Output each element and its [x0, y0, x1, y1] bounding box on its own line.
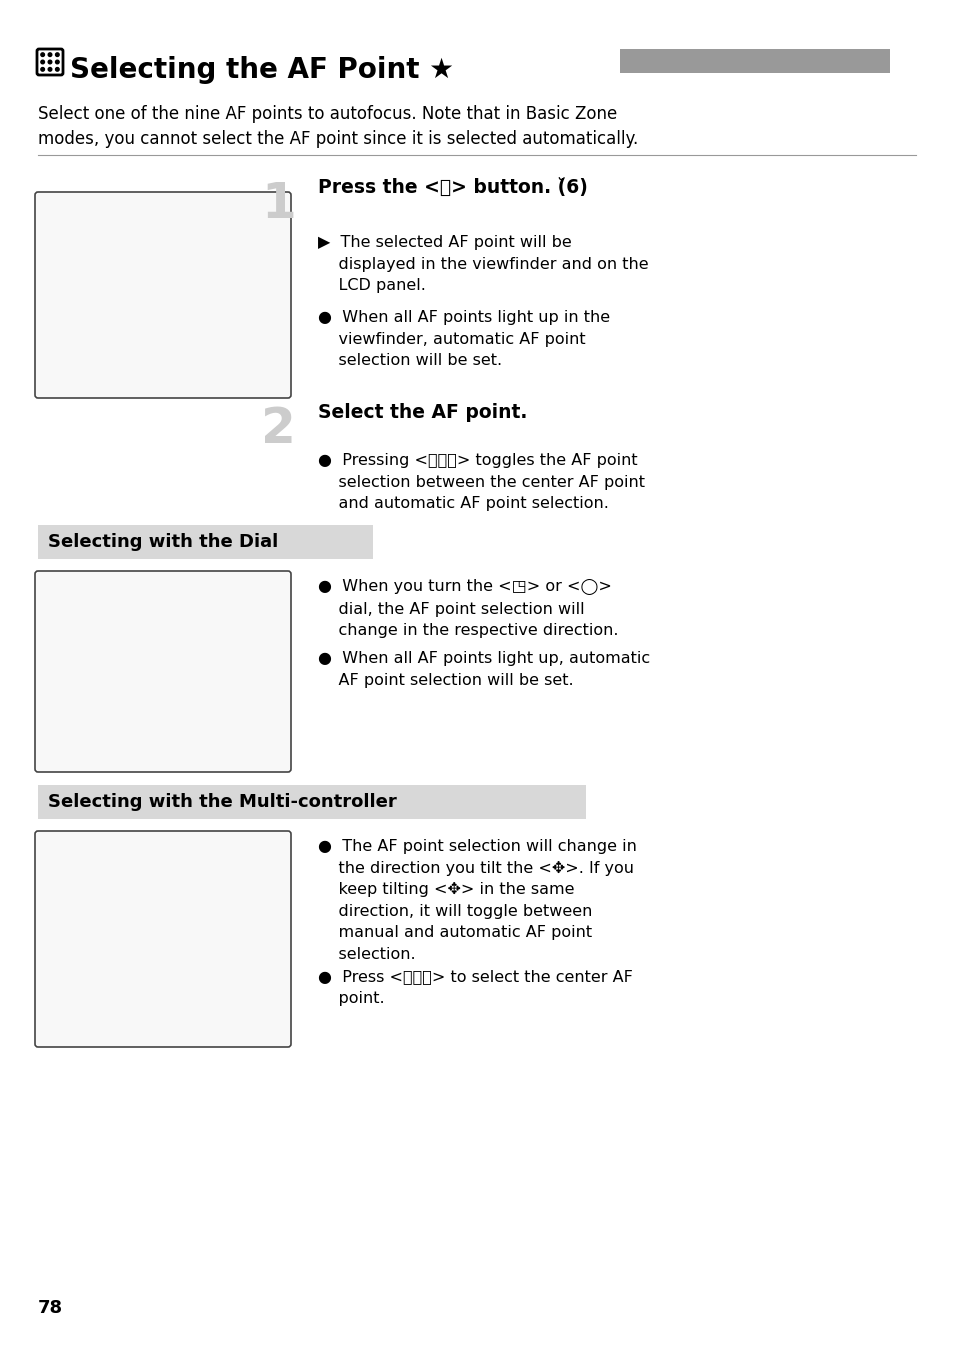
- Text: Select the AF point.: Select the AF point.: [317, 404, 527, 422]
- Circle shape: [41, 67, 45, 71]
- Circle shape: [55, 67, 59, 71]
- Text: 78: 78: [38, 1299, 63, 1317]
- Text: 1: 1: [261, 180, 295, 229]
- FancyBboxPatch shape: [35, 831, 291, 1046]
- Text: ▶  The selected AF point will be
    displayed in the viewfinder and on the
    : ▶ The selected AF point will be displaye…: [317, 235, 648, 293]
- Circle shape: [49, 61, 51, 63]
- Text: Press the <⌸> button. (̆6): Press the <⌸> button. (̆6): [317, 178, 587, 196]
- Text: ●  When all AF points light up in the
    viewfinder, automatic AF point
    sel: ● When all AF points light up in the vie…: [317, 309, 610, 369]
- Circle shape: [41, 52, 45, 56]
- Circle shape: [49, 52, 51, 56]
- Text: ●  When you turn the <◳> or <◯>
    dial, the AF point selection will
    change: ● When you turn the <◳> or <◯> dial, the…: [317, 578, 618, 639]
- Text: 2: 2: [261, 405, 295, 453]
- Text: Selecting the AF Point ★: Selecting the AF Point ★: [70, 56, 454, 83]
- Bar: [619, 48, 889, 73]
- Text: ●  When all AF points light up, automatic
    AF point selection will be set.: ● When all AF points light up, automatic…: [317, 651, 649, 687]
- Text: ●  Pressing <Ⓢⓔ⒣> toggles the AF point
    selection between the center AF point: ● Pressing <Ⓢⓔ⒣> toggles the AF point se…: [317, 453, 644, 511]
- Text: Select one of the nine AF points to autofocus. Note that in Basic Zone
modes, yo: Select one of the nine AF points to auto…: [38, 105, 638, 148]
- Bar: [38, 525, 373, 560]
- Text: ●  The AF point selection will change in
    the direction you tilt the <✥>. If : ● The AF point selection will change in …: [317, 839, 637, 962]
- FancyBboxPatch shape: [37, 48, 63, 75]
- Circle shape: [55, 61, 59, 63]
- Circle shape: [49, 67, 51, 71]
- FancyBboxPatch shape: [35, 192, 291, 398]
- Circle shape: [55, 52, 59, 56]
- Bar: [38, 785, 585, 819]
- Circle shape: [41, 61, 45, 63]
- Text: Selecting with the Multi-controller: Selecting with the Multi-controller: [48, 794, 396, 811]
- Text: Selecting with the Dial: Selecting with the Dial: [48, 533, 278, 551]
- FancyBboxPatch shape: [35, 572, 291, 772]
- Text: ●  Press <Ⓢⓔ⒣> to select the center AF
    point.: ● Press <Ⓢⓔ⒣> to select the center AF po…: [317, 968, 632, 1006]
